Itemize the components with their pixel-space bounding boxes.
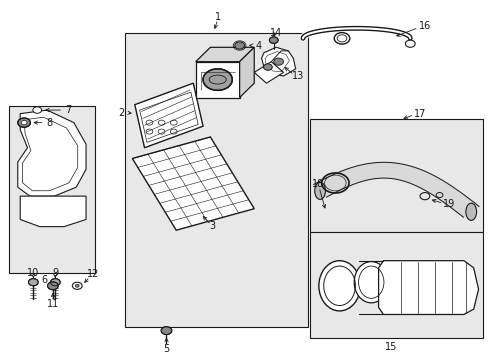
Text: 1: 1 xyxy=(214,12,220,22)
Ellipse shape xyxy=(314,182,325,199)
Circle shape xyxy=(33,107,41,113)
Circle shape xyxy=(47,282,58,290)
Circle shape xyxy=(273,58,283,65)
Polygon shape xyxy=(239,47,254,98)
Polygon shape xyxy=(378,261,478,315)
Text: 10: 10 xyxy=(27,268,40,278)
Text: 7: 7 xyxy=(65,105,71,115)
Circle shape xyxy=(28,279,38,286)
Text: 4: 4 xyxy=(255,41,261,50)
Ellipse shape xyxy=(353,262,387,303)
Polygon shape xyxy=(195,47,254,62)
Circle shape xyxy=(263,64,272,70)
Polygon shape xyxy=(135,83,203,148)
Circle shape xyxy=(75,284,79,287)
Circle shape xyxy=(72,282,82,289)
Bar xyxy=(125,33,307,327)
Text: 5: 5 xyxy=(163,343,169,354)
Text: 16: 16 xyxy=(418,21,430,31)
Circle shape xyxy=(405,40,414,47)
Text: 8: 8 xyxy=(46,118,52,128)
Circle shape xyxy=(333,33,349,44)
Circle shape xyxy=(18,118,30,127)
Circle shape xyxy=(234,42,244,49)
Polygon shape xyxy=(195,62,239,98)
Circle shape xyxy=(203,69,232,90)
Text: 18: 18 xyxy=(311,179,323,189)
Circle shape xyxy=(21,121,27,125)
Polygon shape xyxy=(18,110,86,196)
Text: 11: 11 xyxy=(47,299,59,309)
Polygon shape xyxy=(132,137,254,230)
Bar xyxy=(310,119,483,232)
Text: 2: 2 xyxy=(118,108,124,118)
Text: 9: 9 xyxy=(52,268,58,278)
Text: 14: 14 xyxy=(269,28,282,38)
Text: 3: 3 xyxy=(209,221,215,231)
Polygon shape xyxy=(313,162,478,217)
Text: 13: 13 xyxy=(291,71,304,81)
Text: 15: 15 xyxy=(384,342,396,352)
Text: 6: 6 xyxy=(41,275,47,285)
Circle shape xyxy=(161,327,171,334)
Text: 12: 12 xyxy=(87,269,100,279)
Ellipse shape xyxy=(318,261,360,311)
Text: 17: 17 xyxy=(413,109,426,119)
Polygon shape xyxy=(254,62,283,83)
Bar xyxy=(9,107,95,273)
Polygon shape xyxy=(261,47,295,76)
Circle shape xyxy=(50,279,60,286)
Text: 19: 19 xyxy=(442,199,454,210)
Ellipse shape xyxy=(465,203,476,220)
Bar xyxy=(310,232,483,338)
Polygon shape xyxy=(20,196,86,226)
Circle shape xyxy=(269,37,278,43)
